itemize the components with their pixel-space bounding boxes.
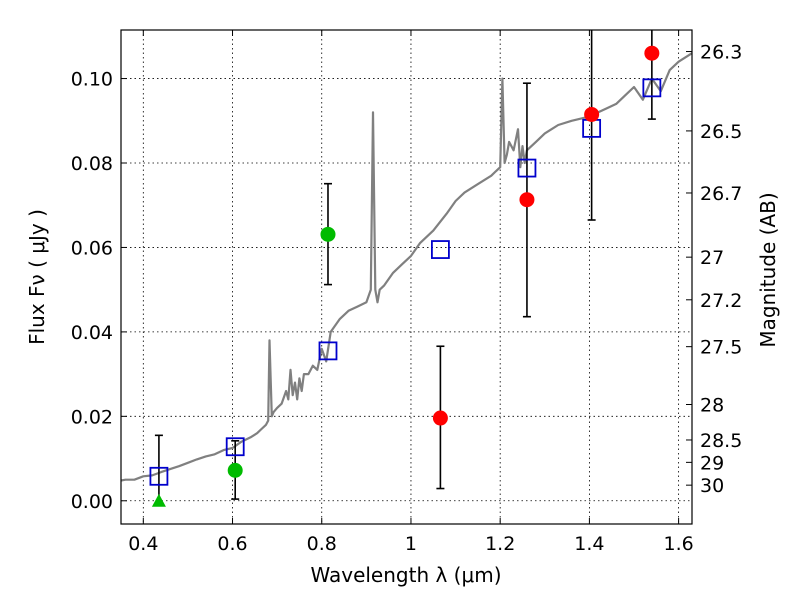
y-tick-label: 0.06 — [71, 237, 113, 259]
y-tick-label: 0.00 — [71, 491, 113, 513]
tick-layer: 0.4 0.6 0.8 1 1.2 1.4 1.6 0.00 0.02 0.04 0.06 0.08 0… — [71, 30, 742, 555]
y-axis-label: Flux Fν ( μJy ) — [25, 209, 49, 345]
observed-point — [519, 192, 535, 208]
y-right-tick-label: 30 — [700, 475, 724, 497]
y-right-tick-label: 26.5 — [700, 121, 742, 143]
y-tick-label: 0.04 — [71, 322, 113, 344]
observed-point — [644, 45, 660, 61]
x-tick-label: 0.6 — [217, 533, 247, 555]
y-tick-label: 0.02 — [71, 406, 113, 428]
x-axis-label: Wavelength λ (μm) — [310, 563, 501, 587]
x-tick-label: 0.4 — [128, 533, 158, 555]
x-tick-label: 1.6 — [664, 533, 694, 555]
y-right-tick-label: 28.5 — [700, 430, 742, 452]
model-point — [149, 466, 169, 486]
model-point — [431, 240, 450, 259]
y-tick-label: 0.10 — [71, 69, 113, 91]
y-right-tick-label: 28 — [700, 395, 724, 417]
y-right-tick-label: 27.2 — [700, 290, 742, 312]
y-tick-label: 0.08 — [71, 153, 113, 175]
y-axis-right-label: Magnitude (AB) — [756, 192, 780, 347]
y-right-tick-label: 27.5 — [700, 337, 742, 359]
y-right-tick-label: 26.3 — [700, 42, 742, 64]
spectrum-line — [121, 52, 692, 482]
x-tick-label: 1 — [405, 533, 417, 555]
spectrum-layer — [121, 52, 692, 482]
model-point — [225, 437, 245, 457]
upper-limit-point — [151, 493, 166, 507]
y-right-tick-label: 26.7 — [700, 183, 742, 205]
x-tick-label: 0.8 — [307, 533, 337, 555]
y-right-tick-label: 29 — [700, 452, 724, 474]
y-right-tick-label: 27 — [700, 247, 724, 269]
x-tick-label: 1.2 — [485, 533, 515, 555]
model-point — [642, 78, 662, 98]
observed-point — [432, 410, 448, 426]
marker-layer — [149, 45, 662, 507]
observed-point — [584, 106, 600, 122]
model-point — [318, 341, 338, 361]
observed-point — [320, 226, 336, 242]
model-point — [517, 158, 537, 178]
x-tick-label: 1.4 — [574, 533, 604, 555]
plot-frame — [120, 29, 693, 525]
observed-point — [227, 462, 243, 478]
